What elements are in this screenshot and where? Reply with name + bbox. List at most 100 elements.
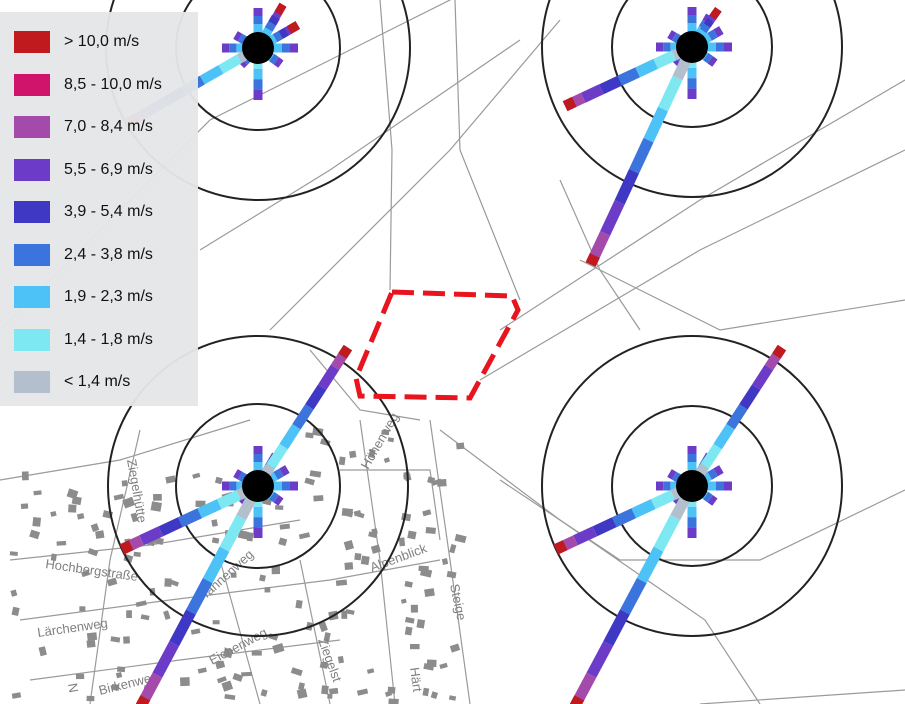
wind-rose-segment <box>305 384 327 410</box>
ring-outer-top-right <box>541 0 843 198</box>
road <box>499 79 905 331</box>
wind-rose-segment <box>603 609 630 647</box>
building <box>115 671 123 679</box>
building <box>422 509 432 517</box>
building <box>180 677 190 687</box>
building <box>81 570 91 578</box>
road <box>579 259 905 331</box>
building <box>130 512 139 523</box>
legend-item: 7,0 - 8,4 m/s <box>14 115 153 139</box>
wind-rose-segment <box>599 75 622 95</box>
legend-item: 5,5 - 6,9 m/s <box>14 158 153 182</box>
building <box>422 687 430 697</box>
turbine-top-left <box>242 32 274 64</box>
wind-rose-segment <box>671 57 682 68</box>
wind-rose-segment <box>703 491 713 503</box>
building <box>190 628 201 635</box>
wind-rose-segment <box>671 496 682 507</box>
building <box>150 501 162 512</box>
building <box>29 529 41 540</box>
building <box>439 662 448 670</box>
legend-label: 2,4 - 3,8 m/s <box>64 245 153 263</box>
wind-rose-segment <box>139 526 164 546</box>
wind-rose-segment <box>667 30 677 41</box>
legend-label: 7,0 - 8,4 m/s <box>64 118 153 135</box>
building <box>216 676 227 684</box>
wind-rose-segment <box>620 578 647 615</box>
building <box>33 490 42 496</box>
road <box>19 559 441 621</box>
legend-item: 1,9 - 2,3 m/s <box>14 285 153 309</box>
building <box>370 544 381 554</box>
wind-rose-segment <box>752 364 774 390</box>
wind-rose-segment <box>216 490 241 510</box>
wind-rose-segment <box>643 106 668 143</box>
building <box>221 680 234 692</box>
wind-rose-tip <box>569 695 585 704</box>
legend-label: 3,9 - 5,4 m/s <box>64 203 153 220</box>
building <box>71 496 82 506</box>
wind-rose-segment <box>580 84 604 103</box>
building <box>345 609 355 615</box>
building <box>449 643 461 653</box>
street-label-ziegelhuette: Ziegelhütte <box>124 458 150 524</box>
building <box>366 668 375 674</box>
wind-rose-segment <box>703 17 715 28</box>
building <box>56 540 67 546</box>
wind-rose-segment <box>169 609 196 647</box>
road <box>479 149 905 381</box>
wind-rose-segment <box>636 546 664 584</box>
building <box>405 616 415 624</box>
building <box>446 570 457 579</box>
building <box>388 698 399 704</box>
wind-rose-segment <box>273 495 284 506</box>
building <box>349 450 357 459</box>
building <box>90 523 100 532</box>
building <box>163 610 171 620</box>
building <box>111 683 120 691</box>
building <box>384 690 393 697</box>
building <box>121 480 128 487</box>
wind-rose-tip <box>338 344 353 359</box>
building <box>246 532 254 542</box>
wind-rose-segment <box>614 168 639 205</box>
wind-rose-segment <box>667 469 677 480</box>
wind-rose-segment <box>318 364 340 390</box>
building <box>423 663 435 671</box>
building <box>123 636 130 644</box>
wind-rose-segment <box>197 499 222 519</box>
building <box>140 614 150 621</box>
wind-rose-segment <box>707 495 718 506</box>
building <box>110 636 121 643</box>
wind-rose-segment <box>272 30 284 43</box>
legend-label: 5,5 - 6,9 m/s <box>64 160 153 178</box>
building <box>214 476 223 485</box>
wind-rose-segment <box>713 423 735 450</box>
building <box>418 565 429 572</box>
road <box>309 349 421 421</box>
building <box>224 693 236 701</box>
building <box>133 551 141 558</box>
wind-rose-tip <box>553 540 568 555</box>
wind-rose-segment <box>658 75 683 112</box>
street-label-hartweg: Härt <box>407 666 425 693</box>
building <box>353 510 362 517</box>
building <box>260 689 268 697</box>
wind-rose-tip <box>772 344 787 359</box>
building <box>117 666 126 673</box>
building <box>441 558 449 565</box>
road <box>29 639 341 681</box>
wind-rose-segment <box>739 384 761 410</box>
building <box>195 500 206 508</box>
building <box>410 644 420 650</box>
building <box>86 695 95 702</box>
ring-outer-bottom-right <box>541 335 843 637</box>
ring-outer-bottom-left <box>107 335 409 637</box>
building <box>20 503 29 509</box>
building <box>251 650 262 656</box>
building <box>86 639 96 648</box>
building <box>153 494 162 501</box>
building <box>9 551 18 556</box>
wind-rose-segment <box>158 517 183 537</box>
building <box>338 456 346 466</box>
